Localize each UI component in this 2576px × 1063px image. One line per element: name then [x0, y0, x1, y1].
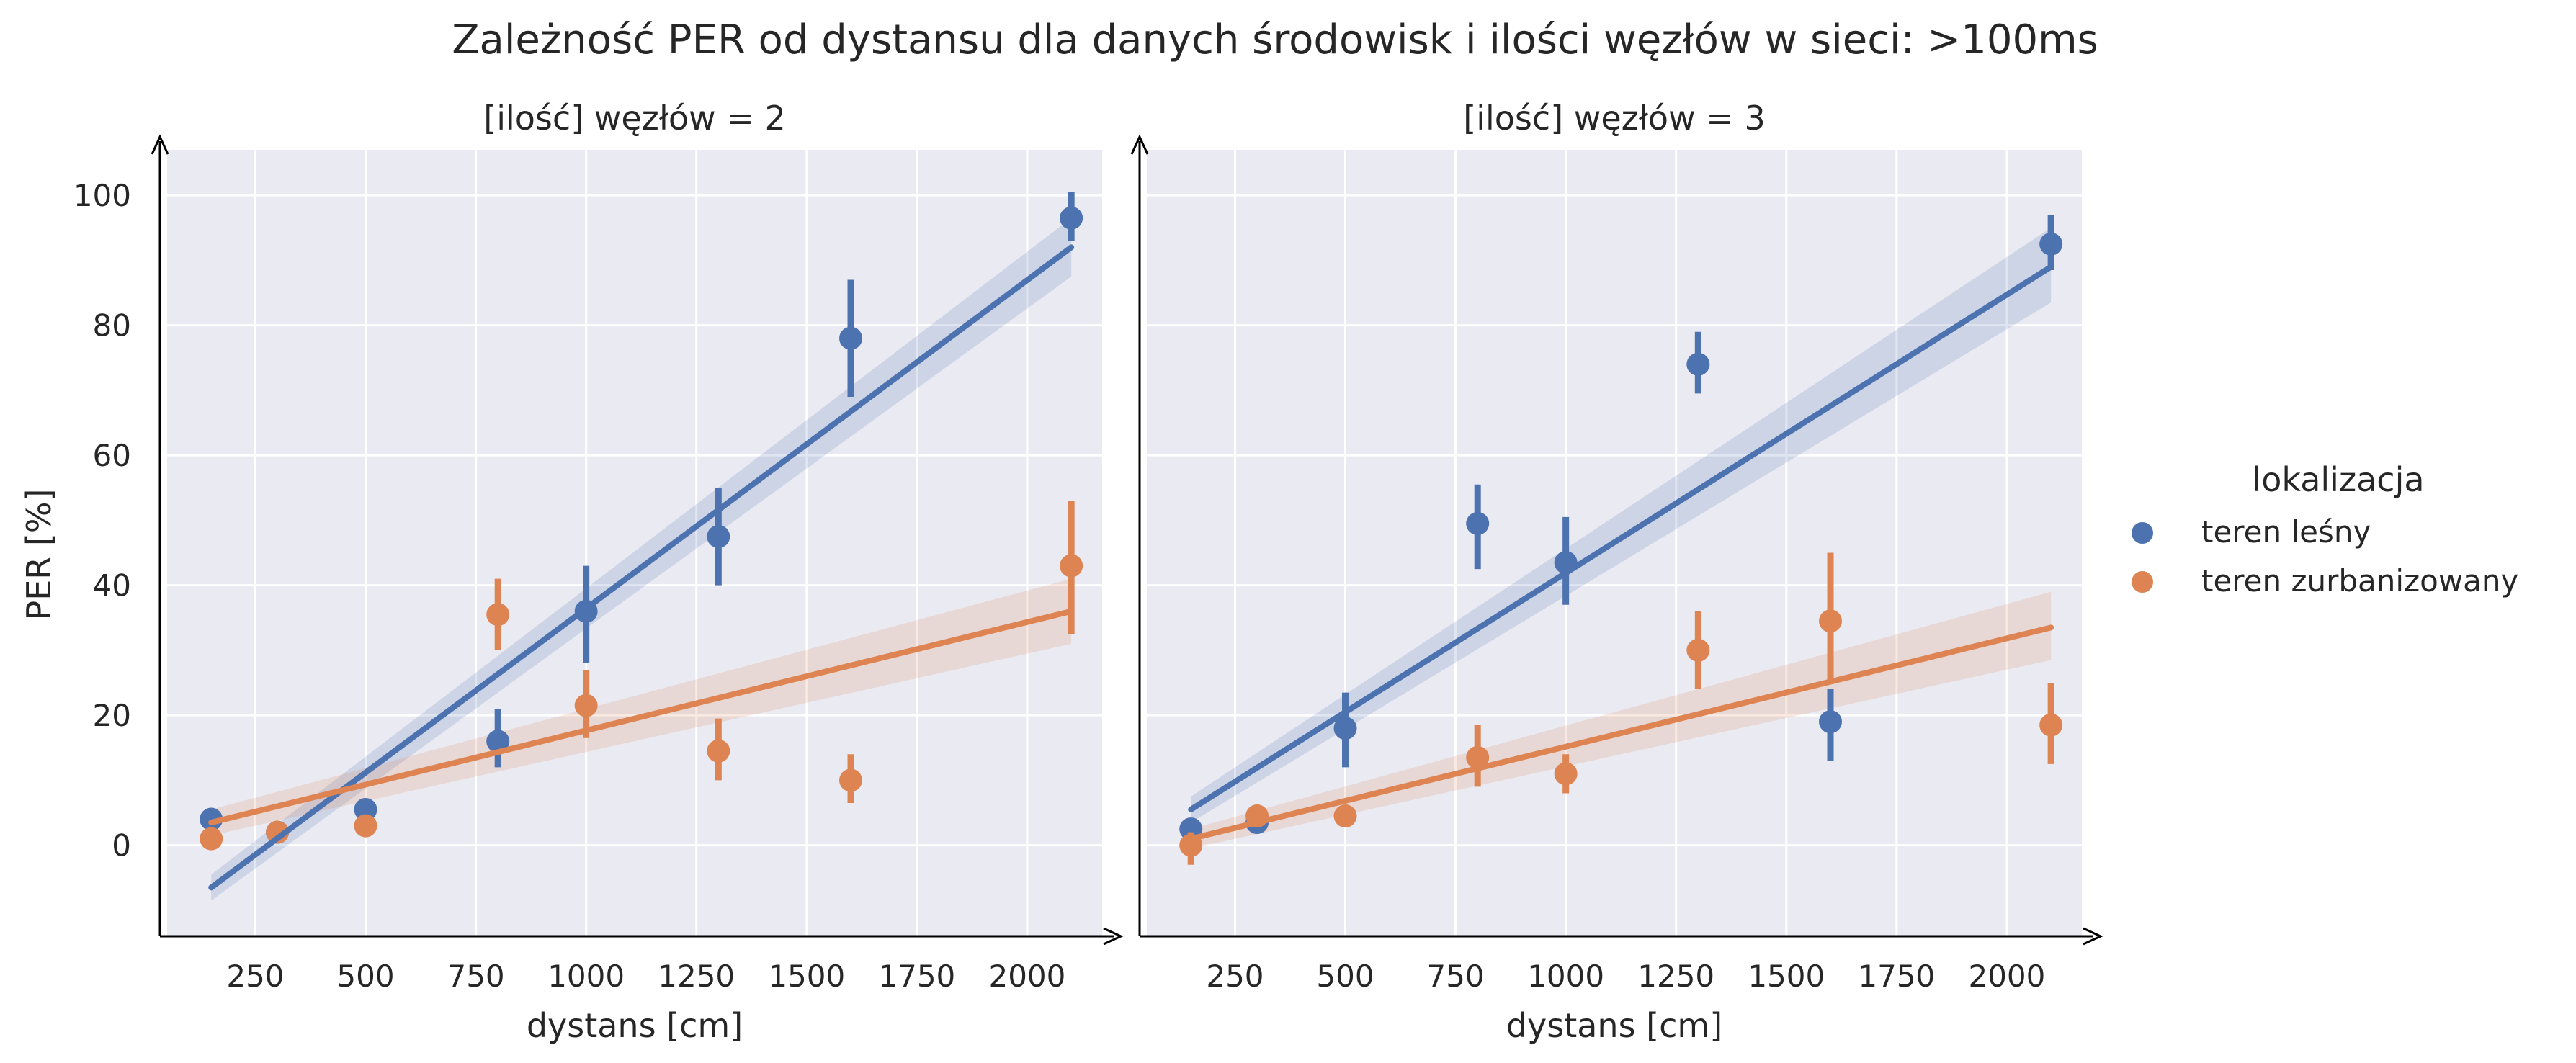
x-tick-label-250: 250: [226, 959, 284, 994]
point-teren-zurbanizowany-1300: [707, 739, 730, 763]
point-teren-lesny-150: [200, 807, 223, 831]
x-tick-label-1250: 1250: [1637, 959, 1714, 994]
point-teren-zurbanizowany-1000: [1554, 762, 1578, 786]
point-teren-zurbanizowany-2100: [1060, 554, 1083, 578]
y-tick-label-100: 100: [73, 178, 131, 213]
chart-title: Zależność PER od dystansu dla danych śro…: [452, 17, 2098, 63]
x-tick-label-500: 500: [1316, 959, 1374, 994]
regression-line-teren-zurbanizowany: [1188, 624, 2054, 842]
point-teren-zurbanizowany-2100: [2039, 713, 2063, 737]
regression-line-teren-zurbanizowany: [208, 608, 1075, 826]
point-teren-lesny-800: [486, 730, 510, 753]
y-tick-label-0: 0: [112, 828, 131, 864]
panel-1: 250 500 750 1000 1250 1500 1750 2000 0 20 40 60 80 10…: [73, 99, 1124, 1045]
point-teren-lesny-500: [1333, 717, 1357, 740]
panel-title: [ilość] węzłów = 2: [483, 99, 785, 138]
point-teren-zurbanizowany-1600: [839, 768, 863, 792]
legend-title: lokalizacja: [2252, 460, 2424, 499]
x-tick-label-750: 750: [1426, 959, 1484, 994]
point-teren-zurbanizowany-500: [1333, 804, 1357, 828]
panel-title: [ilość] węzłów = 3: [1463, 99, 1765, 138]
point-teren-zurbanizowany-150: [200, 827, 223, 851]
point-teren-lesny-2100: [1060, 206, 1083, 230]
y-tick-label-60: 60: [93, 438, 131, 473]
point-teren-lesny-1600: [1819, 710, 1843, 734]
point-teren-lesny-500: [354, 798, 377, 822]
y-tick-label-80: 80: [93, 308, 131, 344]
x-tick-label-1500: 1500: [768, 959, 845, 994]
x-tick-label-2000: 2000: [1968, 959, 2045, 994]
x-tick-label-500: 500: [336, 959, 394, 994]
x-axis-arrow: [1103, 927, 1124, 946]
x-tick-label-2000: 2000: [988, 959, 1065, 994]
legend: lokalizacja teren leśny teren zurbanizow…: [2132, 460, 2518, 598]
panel-2: 250 500 750 1000 1250 1500 1750 2000 dystans [cm…: [1130, 99, 2103, 1045]
y-axis-arrow: [1130, 134, 1149, 155]
point-teren-zurbanizowany-300: [266, 820, 290, 844]
x-tick-label-250: 250: [1206, 959, 1264, 994]
point-teren-zurbanizowany-1300: [1686, 638, 1710, 662]
regression-line-teren-lesny: [1188, 264, 2054, 813]
point-teren-zurbanizowany-800: [1466, 745, 1490, 769]
point-teren-zurbanizowany-1600: [1819, 609, 1843, 633]
point-teren-lesny-1300: [1686, 352, 1710, 376]
point-teren-zurbanizowany-1000: [574, 694, 598, 717]
y-axis-label: PER [%]: [19, 489, 58, 621]
point-teren-zurbanizowany-500: [354, 814, 377, 838]
y-axis-arrow: [151, 134, 169, 155]
x-axis-arrow: [2083, 927, 2103, 946]
point-teren-lesny-2100: [2039, 232, 2063, 256]
point-teren-lesny-1600: [839, 326, 863, 350]
x-tick-label-1000: 1000: [547, 959, 625, 994]
x-tick-label-1000: 1000: [1527, 959, 1604, 994]
x-axis-label: dystans [cm]: [527, 1006, 743, 1045]
y-tick-label-40: 40: [93, 568, 131, 604]
point-teren-zurbanizowany-800: [486, 603, 510, 627]
point-teren-lesny-800: [1466, 511, 1490, 535]
x-tick-label-1750: 1750: [878, 959, 955, 994]
legend-marker-teren-lesny: [2132, 522, 2153, 544]
legend-marker-teren-zurbanizowany: [2132, 571, 2153, 593]
x-tick-label-750: 750: [447, 959, 504, 994]
legend-label-teren-zurbanizowany: teren zurbanizowany: [2201, 563, 2518, 598]
y-tick-label-20: 20: [93, 698, 131, 733]
x-tick-label-1250: 1250: [658, 959, 735, 994]
regression-line-teren-lesny: [208, 244, 1075, 891]
x-tick-label-1750: 1750: [1858, 959, 1935, 994]
panels-layer: 250 500 750 1000 1250 1500 1750 2000 0 20 40 60 80 10…: [73, 99, 2103, 1045]
x-axis-label: dystans [cm]: [1506, 1006, 1722, 1045]
point-teren-lesny-1300: [707, 524, 730, 548]
legend-label-teren-lesny: teren leśny: [2201, 514, 2371, 550]
x-tick-label-1500: 1500: [1748, 959, 1825, 994]
